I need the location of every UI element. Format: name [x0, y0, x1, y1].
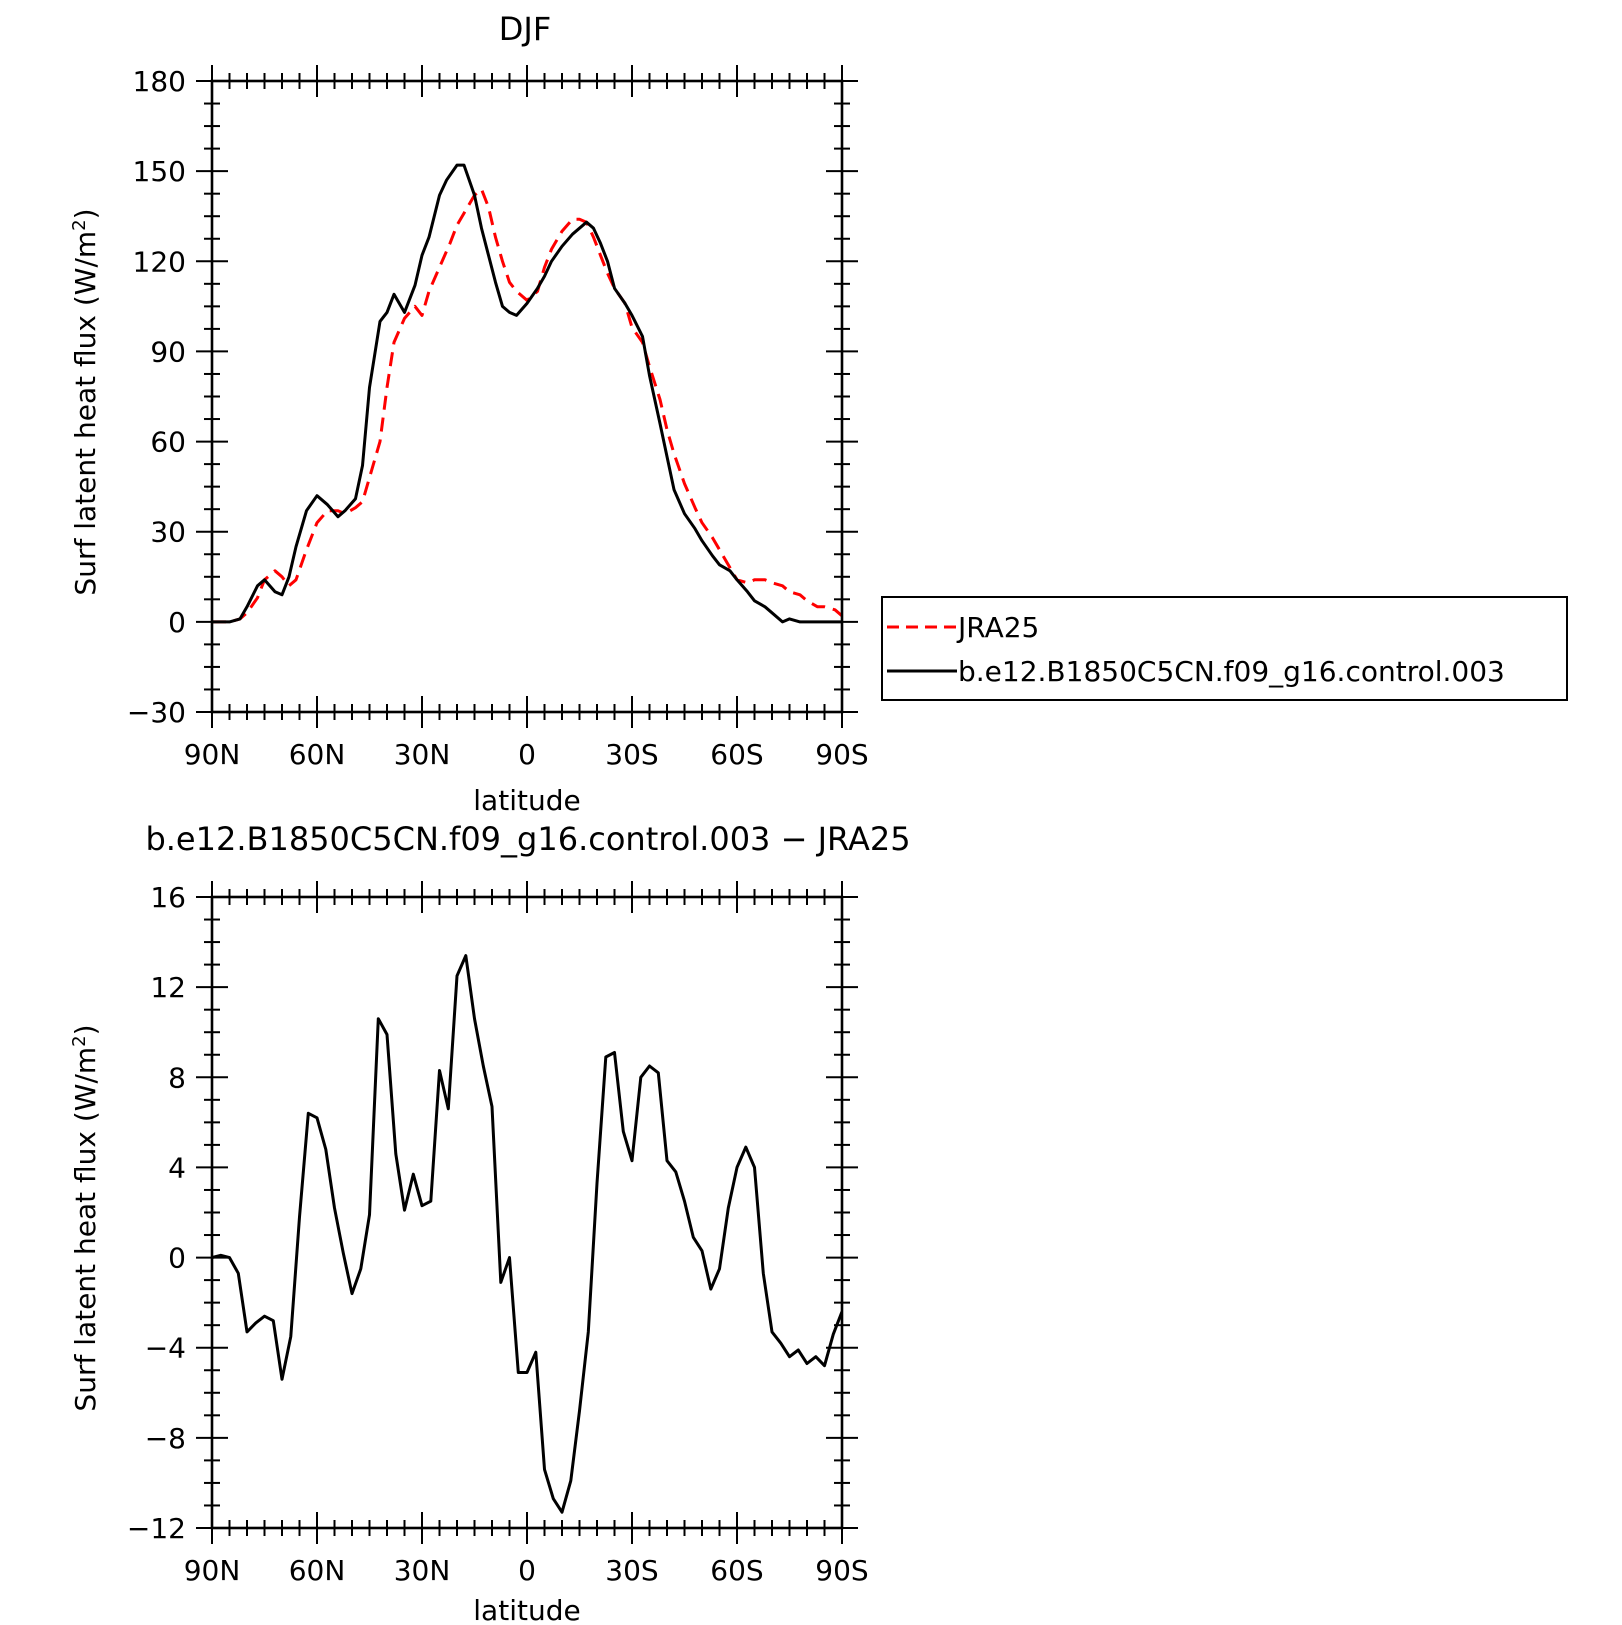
- bottom-series-line-diff: [212, 954, 842, 1514]
- bottom-y-axis-title-text: Surf latent heat flux (W/m: [69, 1047, 102, 1412]
- top-series-line-b: [212, 163, 842, 624]
- bottom-y-tick-label: 0: [168, 1242, 186, 1275]
- legend-label-jra25: JRA25: [956, 611, 1039, 644]
- top-y-axis-title-sup: 2: [69, 219, 90, 230]
- bottom-x-tick-label: 60S: [710, 1554, 763, 1587]
- bottom-y-tick-label: 12: [150, 971, 186, 1004]
- bottom-y-axis-title-sup: 2: [69, 1035, 90, 1046]
- top-chart-plot: 90N 60N 30N 0 30S 60S 90S −30 0 30 60 90 120 150 180: [127, 65, 869, 771]
- top-x-tick-label: 30S: [605, 738, 658, 771]
- bottom-y-axis-title-end: ): [69, 1024, 102, 1035]
- top-y-axis-title-text: Surf latent heat flux (W/m: [69, 231, 102, 596]
- bottom-x-axis-title: latitude: [473, 1594, 580, 1625]
- top-x-tick-label: 60S: [710, 738, 763, 771]
- top-x-tick-label: 30N: [394, 738, 451, 771]
- top-y-tick-label: 150: [133, 155, 186, 188]
- top-x-tick-label: 90N: [184, 738, 241, 771]
- bottom-x-tick-label: 0: [518, 1554, 536, 1587]
- top-x-axis-title: latitude: [473, 784, 580, 817]
- bottom-y-tick-label: −8: [145, 1422, 186, 1455]
- top-y-tick-label: 120: [133, 245, 186, 278]
- top-y-axis-title: Surf latent heat flux (W/m2): [69, 208, 103, 595]
- bottom-y-tick-label: 8: [168, 1061, 186, 1094]
- legend-label-control: b.e12.B1850C5CN.f09_g16.control.003: [958, 655, 1505, 688]
- legend-box: [881, 596, 1568, 701]
- bottom-y-tick-label: 16: [150, 881, 186, 914]
- top-x-tick-label: 60N: [289, 738, 346, 771]
- top-plot-frame: [210, 79, 844, 714]
- top-y-tick-label: 30: [150, 516, 186, 549]
- svg-text:Surf latent heat flux (W/m2): Surf latent heat flux (W/m2): [69, 1024, 103, 1411]
- bottom-x-tick-label: 90N: [184, 1554, 241, 1587]
- top-series-line-jra25: [212, 187, 842, 624]
- bottom-chart-plot: 90N 60N 30N 0 30S 60S 90S −12 −8 −4 0 4 8 12 16: [127, 881, 869, 1587]
- bottom-chart-title: b.e12.B1850C5CN.f09_g16.control.003 − JR…: [145, 820, 910, 858]
- bottom-y-tick-label: −4: [145, 1332, 186, 1365]
- top-x-tick-label: 0: [518, 738, 536, 771]
- top-y-tick-label: 90: [150, 335, 186, 368]
- bottom-plot-frame: [210, 895, 844, 1530]
- top-y-tick-label: −30: [127, 696, 186, 729]
- top-y-tick-label: 0: [168, 606, 186, 639]
- top-y-axis-title-end: ): [69, 208, 102, 219]
- bottom-x-tick-label: 30N: [394, 1554, 451, 1587]
- bottom-x-tick-label: 90S: [815, 1554, 868, 1587]
- bottom-y-tick-label: −12: [127, 1512, 186, 1545]
- bottom-y-axis-title: Surf latent heat flux (W/m2): [69, 1024, 103, 1411]
- top-y-tick-label: 180: [133, 65, 186, 98]
- top-chart-title: DJF: [499, 10, 551, 48]
- top-x-tick-label: 90S: [815, 738, 868, 771]
- bottom-x-tick-label: 30S: [605, 1554, 658, 1587]
- bottom-x-tick-label: 60N: [289, 1554, 346, 1587]
- top-y-tick-label: 60: [150, 426, 186, 459]
- svg-text:Surf latent heat flux (W/m2): Surf latent heat flux (W/m2): [69, 208, 103, 595]
- bottom-y-tick-label: 4: [168, 1151, 186, 1184]
- legend: JRA25 b.e12.B1850C5CN.f09_g16.control.00…: [881, 596, 1568, 701]
